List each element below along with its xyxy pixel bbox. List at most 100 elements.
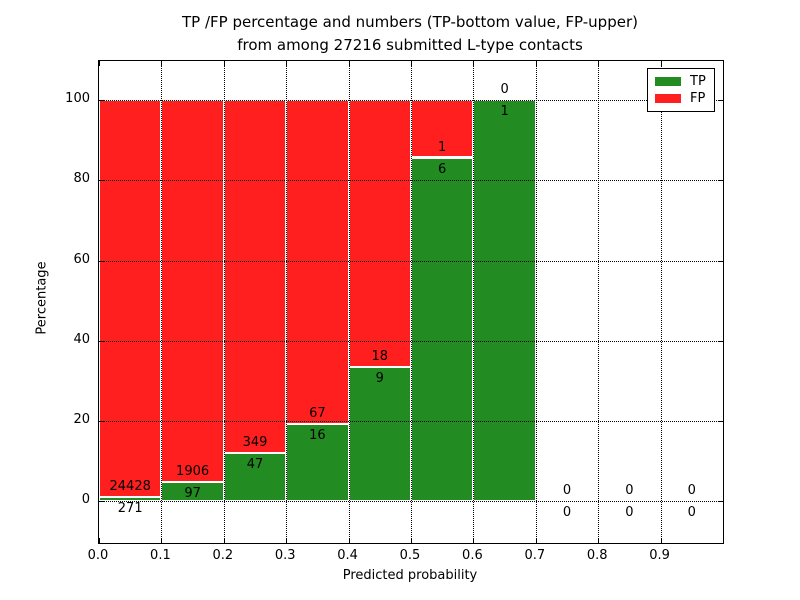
chart-title-line1: TP /FP percentage and numbers (TP-bottom… xyxy=(182,13,638,31)
fp-count-label: 67 xyxy=(309,405,326,421)
tp-count-label: 1 xyxy=(500,104,509,120)
vertical-gridline xyxy=(411,61,412,543)
x-tick-label: 0.9 xyxy=(649,548,670,563)
bar-tp-segment xyxy=(286,423,349,501)
x-axis-label: Predicted probability xyxy=(342,568,478,583)
x-tick-label: 0.8 xyxy=(586,548,608,563)
y-tick-mark xyxy=(99,340,104,342)
horizontal-gridline xyxy=(99,340,723,342)
fp-count-label: 0 xyxy=(625,482,634,498)
y-tick-label: 0 xyxy=(81,491,90,507)
y-tick-label: 20 xyxy=(73,411,90,427)
tp-count-label: 16 xyxy=(309,427,326,443)
x-tick-label: 0.3 xyxy=(274,548,296,563)
y-tick-mark-right xyxy=(718,500,723,502)
fp-count-label: 1 xyxy=(438,139,447,155)
bar-tp-segment xyxy=(99,496,162,501)
legend-swatch-fp xyxy=(655,94,681,103)
tp-count-label: 0 xyxy=(562,504,572,520)
y-tick-mark-right xyxy=(718,100,723,102)
vertical-gridline xyxy=(598,61,600,543)
x-tick-label: 0.1 xyxy=(150,548,171,563)
y-tick-label: 80 xyxy=(73,171,90,187)
x-tick-mark xyxy=(348,538,350,543)
bar-fp-segment xyxy=(99,100,162,497)
bar-tp-segment xyxy=(473,100,536,501)
x-tick-mark xyxy=(535,538,537,543)
y-tick-mark xyxy=(99,100,104,102)
x-tick-mark-top xyxy=(660,61,662,66)
bar-tp-segment xyxy=(411,157,474,501)
x-tick-label: 0.5 xyxy=(399,548,421,563)
horizontal-gridline xyxy=(99,180,723,182)
fp-count-label: 349 xyxy=(242,435,268,451)
bar-tp-segment xyxy=(223,453,287,501)
fp-count-label: 0 xyxy=(687,482,696,498)
y-tick-mark xyxy=(99,180,104,182)
x-tick-mark xyxy=(223,538,225,543)
fp-count-label: 18 xyxy=(371,349,389,365)
x-tick-mark-top xyxy=(286,61,288,66)
chart-title: TP /FP percentage and numbers (TP-bottom… xyxy=(98,11,722,56)
y-tick-mark xyxy=(99,420,104,422)
chart-title-line2: from among 27216 submitted L-type contac… xyxy=(237,35,583,54)
vertical-gridline xyxy=(161,61,163,543)
tp-count-label: 97 xyxy=(184,485,201,501)
x-tick-mark-top xyxy=(348,61,350,66)
x-tick-mark xyxy=(598,538,600,543)
horizontal-gridline xyxy=(99,500,723,502)
x-tick-mark-top xyxy=(473,61,475,66)
bar-tp-segment xyxy=(348,367,411,501)
legend-item-fp: FP xyxy=(655,92,707,105)
horizontal-gridline xyxy=(99,100,723,102)
horizontal-gridline xyxy=(99,260,723,262)
fp-count-label: 0 xyxy=(500,82,509,98)
legend-label-fp: FP xyxy=(690,91,706,106)
y-tick-label: 40 xyxy=(73,331,90,347)
bar-fp-segment xyxy=(223,100,287,454)
x-tick-mark-top xyxy=(535,61,537,66)
x-tick-mark-top xyxy=(223,61,225,66)
vertical-gridline xyxy=(223,61,225,543)
x-tick-mark xyxy=(660,538,662,543)
bar-fp-segment xyxy=(286,100,349,424)
y-tick-mark xyxy=(99,260,104,262)
x-tick-label: 0.4 xyxy=(337,548,358,563)
x-tick-label: 0.7 xyxy=(524,548,546,563)
x-tick-mark xyxy=(411,538,412,543)
vertical-gridline xyxy=(348,61,350,543)
fp-count-label: 24428 xyxy=(109,478,151,494)
x-tick-mark-top xyxy=(598,61,600,66)
y-tick-mark xyxy=(99,500,104,502)
y-axis-label: Percentage xyxy=(34,261,50,335)
legend-swatch-tp xyxy=(655,77,681,86)
vertical-gridline xyxy=(286,61,288,543)
x-tick-mark xyxy=(99,538,100,543)
legend: TP FP xyxy=(647,68,715,112)
bar-fp-segment xyxy=(348,100,411,368)
fp-count-label: 0 xyxy=(562,482,572,498)
fp-count-label: 1906 xyxy=(176,463,210,479)
legend-item-tp: TP xyxy=(655,75,707,88)
x-tick-mark xyxy=(473,538,475,543)
tp-count-label: 0 xyxy=(687,504,696,520)
tp-count-label: 9 xyxy=(375,371,384,387)
x-tick-mark xyxy=(161,538,163,543)
bar-fp-segment xyxy=(161,100,224,482)
y-tick-label: 60 xyxy=(73,251,90,267)
y-tick-mark-right xyxy=(718,260,723,262)
vertical-gridline xyxy=(473,61,475,543)
y-tick-mark-right xyxy=(718,180,723,182)
tp-count-label: 6 xyxy=(438,161,447,177)
y-tick-mark-right xyxy=(718,340,723,342)
x-tick-mark xyxy=(286,538,288,543)
x-tick-mark-top xyxy=(411,61,412,66)
plot-area: TP FP 24428 271 1906 97 349 47 67 16 18 9 1 6 0 1 0 0 0 0 0… xyxy=(98,60,724,544)
legend-label-tp: TP xyxy=(690,74,706,89)
vertical-gridline xyxy=(535,61,537,543)
x-tick-label: 0.0 xyxy=(87,548,109,563)
tp-count-label: 47 xyxy=(246,457,264,473)
tp-count-label: 0 xyxy=(625,504,634,520)
tp-count-label: 271 xyxy=(117,500,143,516)
